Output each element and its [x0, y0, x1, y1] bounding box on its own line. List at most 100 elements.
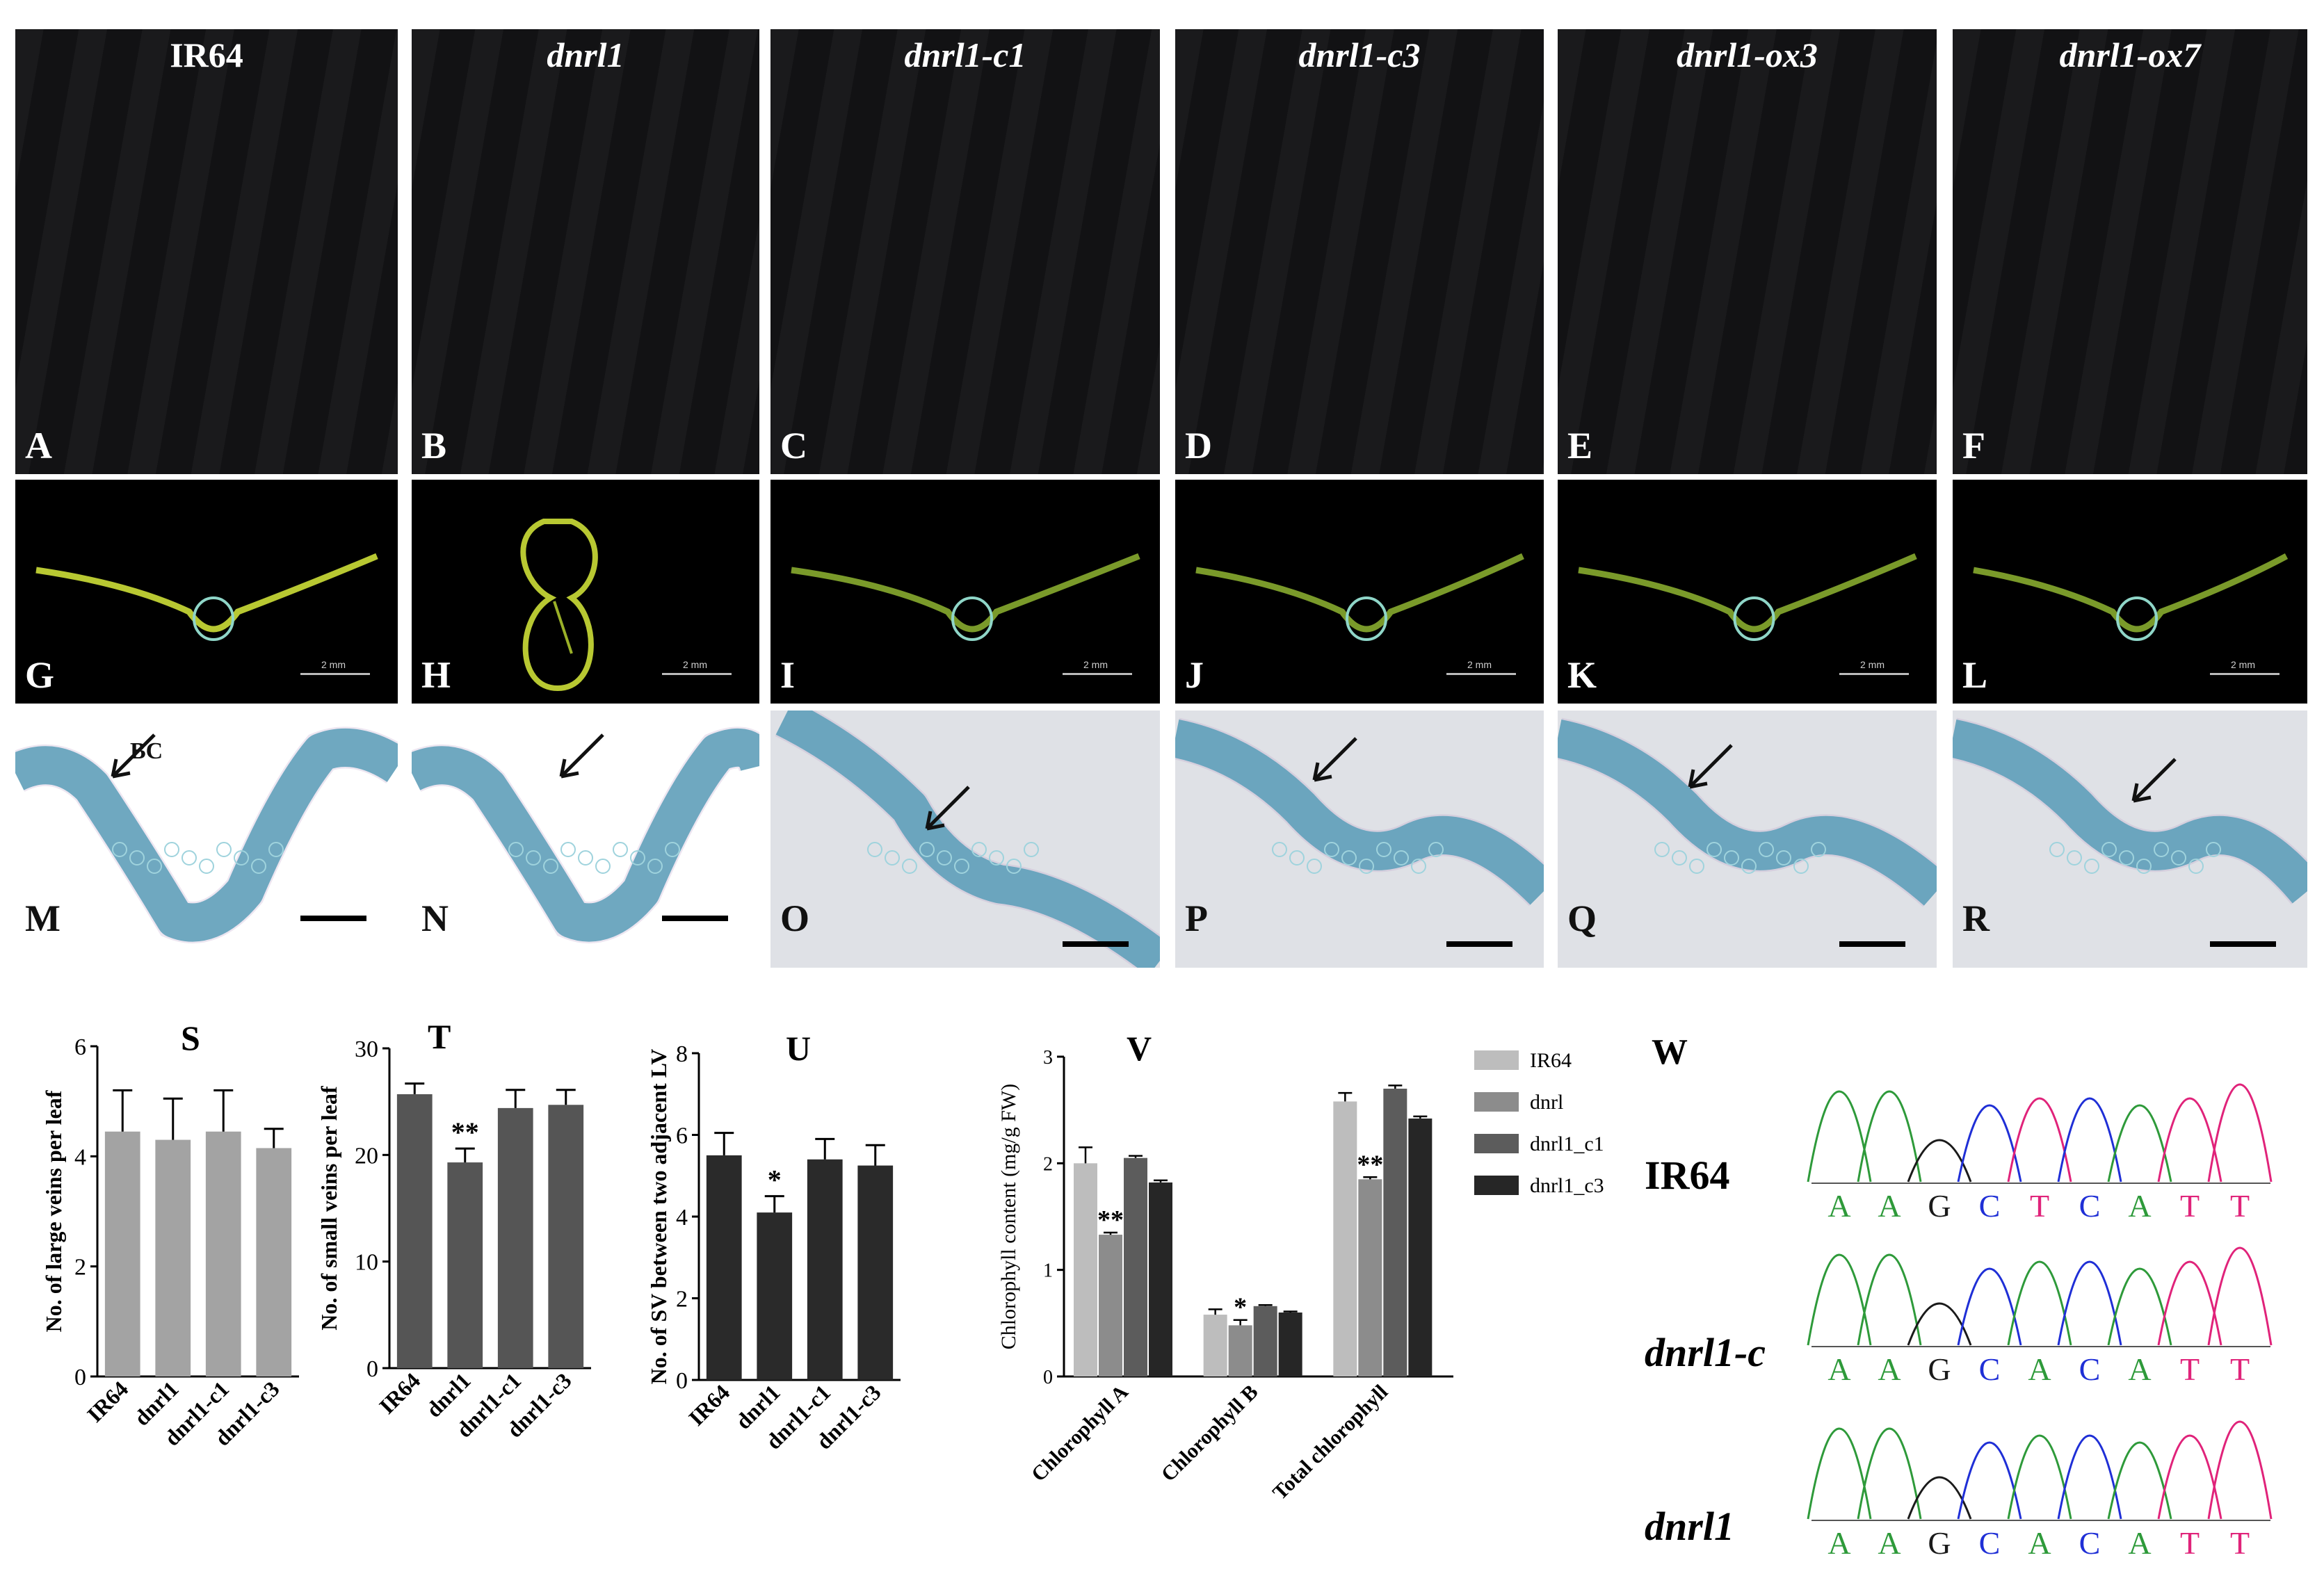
- base-call: C: [2079, 1188, 2101, 1224]
- panel-letter: T: [428, 1017, 451, 1056]
- plant-photo-f: dnrl1-ox7 F: [1953, 29, 2307, 474]
- track-label: IR64: [1645, 1153, 1729, 1198]
- legend-label: IR64: [1530, 1049, 1572, 1072]
- bar: [1228, 1325, 1252, 1376]
- y-tick-label: 3: [1043, 1047, 1053, 1069]
- leaf-section-i: I 2 mm: [770, 480, 1160, 704]
- x-tick-label: Total chlorophyll: [1268, 1381, 1392, 1504]
- bar: [447, 1162, 483, 1368]
- trace-peak: [2007, 1434, 2072, 1520]
- track-label: dnrl1-c: [1645, 1330, 1766, 1375]
- leaf-section-icon: [1973, 553, 2289, 641]
- panel-letter: M: [25, 897, 60, 939]
- error-bar: [1283, 1310, 1298, 1313]
- panel-letter: G: [25, 654, 55, 696]
- base-call: A: [2028, 1351, 2051, 1387]
- leaf-section-j: J 2 mm: [1175, 480, 1544, 704]
- error-bar: [1258, 1304, 1273, 1306]
- tissue-section-icon: [775, 710, 1160, 968]
- tissue-section-icon: [1558, 717, 1937, 907]
- base-call: A: [2128, 1188, 2151, 1224]
- trace-peak: [2107, 1441, 2172, 1520]
- error-bar: [405, 1082, 425, 1094]
- bar: [1074, 1163, 1097, 1376]
- panel-letter: W: [1652, 1032, 1688, 1072]
- leaf-section-g: G 2 mm: [15, 480, 398, 704]
- trace-peak: [2207, 1246, 2273, 1346]
- base-call: A: [1878, 1351, 1901, 1387]
- significance-mark: **: [1357, 1150, 1383, 1179]
- legend-swatch: [1474, 1050, 1519, 1070]
- error-bar: [1104, 1231, 1117, 1235]
- scale-bar: [2210, 941, 2276, 947]
- y-tick-label: 2: [1043, 1153, 1053, 1175]
- error-bar: [1338, 1091, 1353, 1102]
- trace-peak: [1857, 1253, 1922, 1346]
- bar: [1099, 1235, 1122, 1376]
- panel-letter: D: [1185, 425, 1212, 466]
- y-axis-label: Chlorophyll content (mg/g FW): [997, 1084, 1020, 1349]
- chart-chlorophyll: 0 1 2 3 ** Chlorophyll A * Chlorophyll B ** Total…: [997, 1029, 1604, 1504]
- base-call: A: [1878, 1188, 1901, 1224]
- scale-bar-label: 2 mm: [1467, 659, 1492, 670]
- scale-bar: [662, 673, 732, 675]
- trace-peak: [2157, 1097, 2222, 1183]
- y-tick-label: 6: [74, 1034, 86, 1060]
- panel-letter: C: [780, 425, 807, 466]
- error-bar: [714, 1132, 734, 1155]
- trace-peak: [2057, 1260, 2122, 1346]
- panel-letter: H: [421, 654, 451, 696]
- base-call: C: [2079, 1351, 2101, 1387]
- leaf-section-l: L 2 mm: [1953, 480, 2307, 704]
- bar: [1358, 1179, 1382, 1376]
- significance-mark: **: [1097, 1205, 1124, 1235]
- base-call: A: [1827, 1525, 1850, 1557]
- base-call: C: [2079, 1525, 2101, 1557]
- scale-bar: [1063, 941, 1129, 947]
- base-call: G: [1928, 1351, 1951, 1387]
- error-bar: [865, 1144, 885, 1166]
- tissue-section-icon: [1953, 717, 2307, 905]
- x-tick-label: IR64: [82, 1376, 133, 1427]
- error-bar: [1079, 1146, 1092, 1164]
- y-tick-label: 0: [74, 1365, 86, 1390]
- scale-bar-label: 2 mm: [1083, 659, 1108, 670]
- bar: [757, 1212, 793, 1380]
- strain-label: dnrl1-c3: [1298, 35, 1421, 74]
- y-axis-label: No. of small veins per leaf: [316, 1086, 341, 1331]
- base-call: A: [2028, 1525, 2051, 1557]
- panel-letter: A: [25, 425, 52, 466]
- track-label: dnrl1: [1645, 1504, 1734, 1549]
- error-bar: [506, 1089, 526, 1108]
- histology-q: Q: [1558, 710, 1937, 968]
- base-call: T: [2180, 1188, 2200, 1224]
- x-tick-label: IR64: [374, 1367, 425, 1418]
- scale-bar: [1446, 941, 1512, 947]
- panel-letter: S: [181, 1018, 200, 1057]
- base-call: T: [2230, 1351, 2250, 1387]
- bar: [857, 1165, 894, 1380]
- y-tick-label: 0: [1043, 1367, 1053, 1388]
- histology-m: BC M: [15, 710, 398, 968]
- leaf-section-h: H 2 mm: [412, 480, 759, 704]
- scale-bar: [2210, 673, 2279, 675]
- bar: [1124, 1157, 1147, 1376]
- leaf-section-icon: [35, 553, 378, 641]
- x-tick-label: Chlorophyll B: [1157, 1381, 1263, 1486]
- bar: [104, 1131, 140, 1376]
- error-bar: [264, 1128, 284, 1148]
- scale-bar: [1839, 941, 1905, 947]
- plant-photo-c: dnrl1-c1 C: [770, 29, 1160, 474]
- strain-label: dnrl1-ox7: [2059, 35, 2201, 74]
- base-call: T: [2180, 1351, 2200, 1387]
- scale-bar: [1839, 673, 1909, 675]
- trace-peak: [1907, 1139, 1972, 1183]
- leaf-section-icon: [791, 553, 1140, 641]
- bar: [807, 1159, 843, 1380]
- error-bar: [556, 1089, 576, 1105]
- y-axis-label: No. of SV between two adjacent LV: [647, 1049, 671, 1385]
- base-call: C: [1979, 1188, 2001, 1224]
- scale-bar: [300, 916, 366, 921]
- y-tick-label: 1: [1043, 1260, 1053, 1282]
